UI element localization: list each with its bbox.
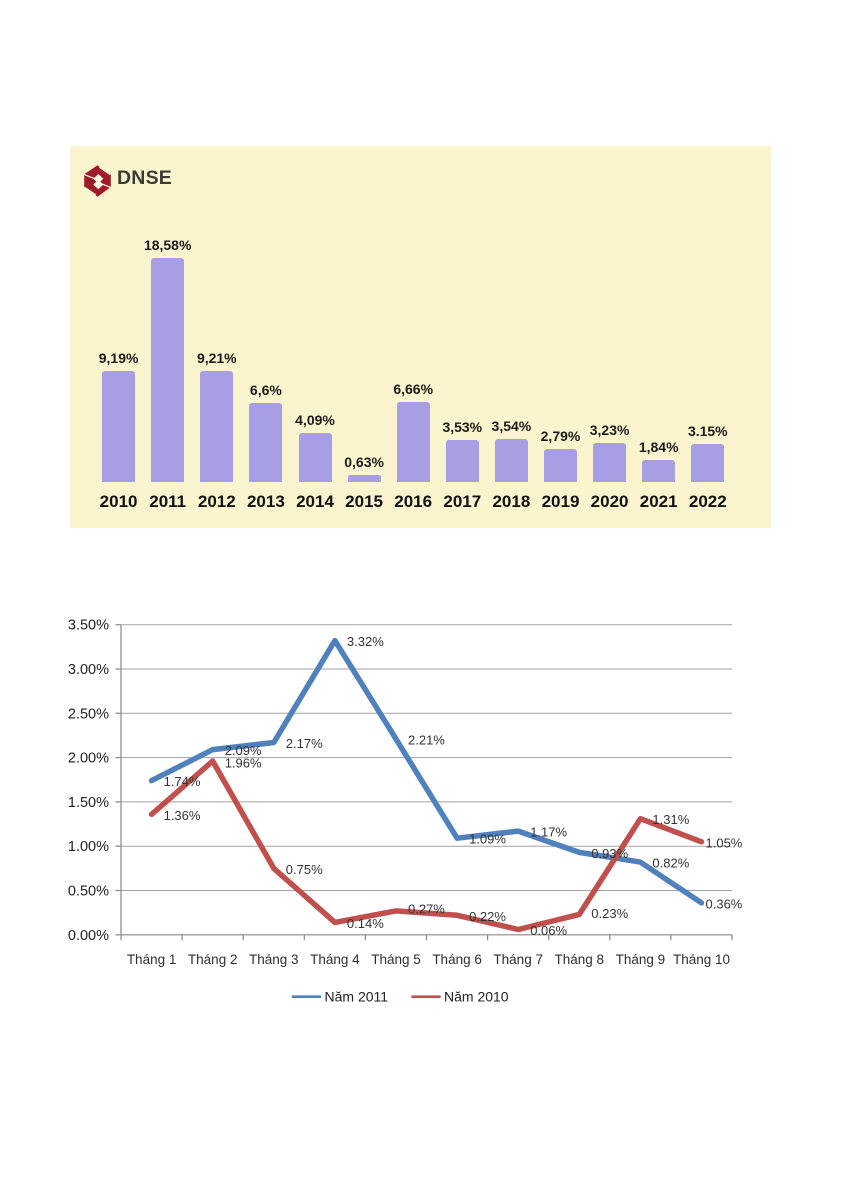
svg-text:2.17%: 2.17% [286,736,323,751]
svg-text:3.50%: 3.50% [68,618,109,634]
svg-text:2.21%: 2.21% [408,733,445,748]
svg-text:0.36%: 0.36% [706,896,743,911]
svg-text:Năm 2011: Năm 2011 [325,989,389,1005]
svg-text:0.50%: 0.50% [68,884,109,900]
svg-text:0.27%: 0.27% [408,902,445,917]
svg-text:1.96%: 1.96% [225,755,262,770]
svg-text:0.14%: 0.14% [347,916,384,931]
svg-text:Tháng 4: Tháng 4 [310,952,360,967]
svg-text:0.82%: 0.82% [652,856,689,871]
svg-text:0.75%: 0.75% [286,862,323,877]
svg-text:1.05%: 1.05% [706,835,743,850]
svg-text:0.23%: 0.23% [591,906,628,921]
svg-text:0.00%: 0.00% [68,928,109,944]
svg-text:2.00%: 2.00% [68,751,109,767]
svg-text:0.22%: 0.22% [469,909,506,924]
svg-text:0.06%: 0.06% [530,923,567,938]
svg-text:Tháng 2: Tháng 2 [188,952,238,967]
svg-text:1.74%: 1.74% [164,774,201,789]
svg-text:Năm 2010: Năm 2010 [444,989,509,1005]
svg-text:1.36%: 1.36% [164,808,201,823]
svg-text:1.17%: 1.17% [530,825,567,840]
svg-text:0.93%: 0.93% [591,846,628,861]
svg-text:Tháng 9: Tháng 9 [616,952,666,967]
svg-text:1.09%: 1.09% [469,832,506,847]
svg-text:Tháng 7: Tháng 7 [493,952,543,967]
svg-text:3.00%: 3.00% [68,662,109,678]
svg-text:Tháng 1: Tháng 1 [127,952,177,967]
svg-text:1.31%: 1.31% [652,812,689,827]
svg-text:Tháng 5: Tháng 5 [371,952,421,967]
svg-text:Tháng 6: Tháng 6 [432,952,482,967]
svg-text:1.50%: 1.50% [68,795,109,811]
svg-text:Tháng 10: Tháng 10 [673,952,730,967]
svg-text:Tháng 8: Tháng 8 [555,952,605,967]
svg-text:2.50%: 2.50% [68,706,109,722]
svg-text:2.09%: 2.09% [225,743,262,758]
svg-text:1.00%: 1.00% [68,839,109,855]
svg-text:Tháng 3: Tháng 3 [249,952,299,967]
svg-text:3.32%: 3.32% [347,634,384,649]
